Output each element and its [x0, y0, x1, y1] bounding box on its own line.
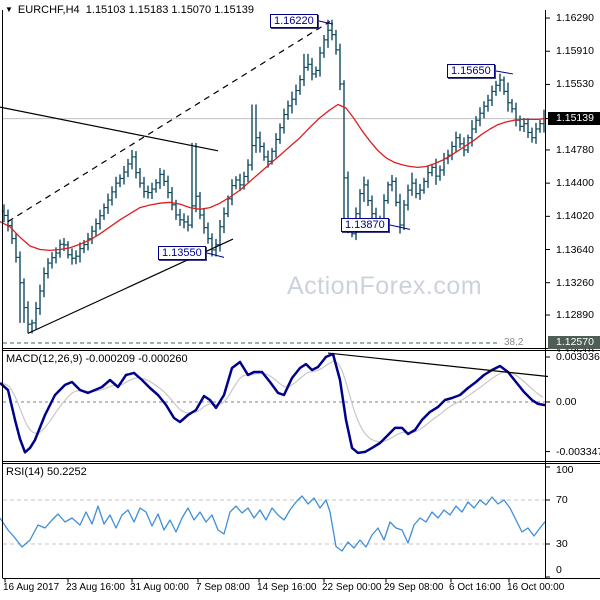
time-axis-label: 22 Sep 00:00 — [322, 582, 382, 593]
time-axis-label: 14 Sep 16:00 — [257, 582, 317, 593]
price-annotation-tag[interactable]: 1.16220 — [270, 14, 318, 28]
price-axis-label: 1.13640 — [556, 243, 594, 256]
collapse-indicator-icon[interactable]: ▼ — [5, 5, 13, 14]
current-price-label: 1.15139 — [548, 112, 600, 125]
macd-panel-title: MACD(12,26,9) -0.000209 -0.000260 — [6, 353, 188, 365]
time-axis-label: 29 Sep 08:00 — [384, 582, 444, 593]
rsi-axis-label: 70 — [556, 494, 568, 506]
price-axis-label: 1.14400 — [556, 177, 594, 190]
macd-axis-label: 0.00 — [556, 395, 577, 408]
time-axis-label: 7 Sep 08:00 — [196, 582, 250, 593]
macd-axis-label: -0.003347 — [556, 445, 600, 458]
watermark: ActionForex.com — [287, 272, 483, 300]
annotation-connector — [495, 70, 514, 75]
time-axis-label: 31 Aug 00:00 — [130, 582, 189, 593]
price-axis-label: 1.14780 — [556, 143, 594, 156]
price-annotation-tag[interactable]: 1.15650 — [447, 64, 495, 78]
price-annotation-tag[interactable]: 1.13870 — [341, 218, 389, 232]
annotation-connector — [389, 224, 411, 230]
price-annotation-tag[interactable]: 1.13550 — [158, 246, 206, 260]
trendline-1[interactable] — [0, 106, 219, 152]
rsi-line — [0, 495, 546, 552]
macd-signal-line — [0, 360, 544, 443]
annotation-connector — [318, 20, 334, 25]
symbol-ohlc-title: EURCHF,H4 1.15103 1.15183 1.15070 1.1513… — [17, 4, 254, 16]
price-axis-label-clipped: 1.12510 — [556, 346, 594, 352]
time-axis-label: 16 Oct 00:00 — [507, 582, 565, 593]
moving-average-line — [0, 103, 546, 252]
macd-trendline[interactable] — [327, 352, 549, 378]
fib-382-label: 38.2 — [504, 337, 524, 348]
price-axis-label: 1.16290 — [556, 12, 594, 25]
rsi-axis-label: 100 — [556, 464, 574, 476]
macd-axis-label: 0.003036 — [556, 350, 600, 363]
fib-price-label: 1.12570 — [548, 336, 600, 349]
time-axis-label: 6 Oct 16:00 — [449, 582, 501, 593]
time-axis-label: 16 Aug 2017 — [3, 582, 60, 593]
rsi-panel-title: RSI(14) 50.2252 — [6, 466, 87, 478]
rsi-axis-label: 30 — [556, 538, 568, 550]
price-axis-label: 1.15530 — [556, 78, 594, 91]
trendline-2[interactable] — [7, 21, 331, 223]
time-axis-label: 23 Aug 16:00 — [66, 582, 125, 593]
price-axis-label: 1.14020 — [556, 210, 594, 223]
annotation-connector — [206, 252, 225, 258]
chart-header: ▼ EURCHF,H4 1.15103 1.15183 1.15070 1.15… — [5, 4, 254, 16]
rsi-axis-label: 0 — [556, 564, 562, 576]
price-axis-label: 1.15910 — [556, 45, 594, 58]
price-axis-label: 1.12890 — [556, 309, 594, 322]
price-axis-label: 1.13260 — [556, 276, 594, 289]
macd-line — [0, 352, 546, 455]
